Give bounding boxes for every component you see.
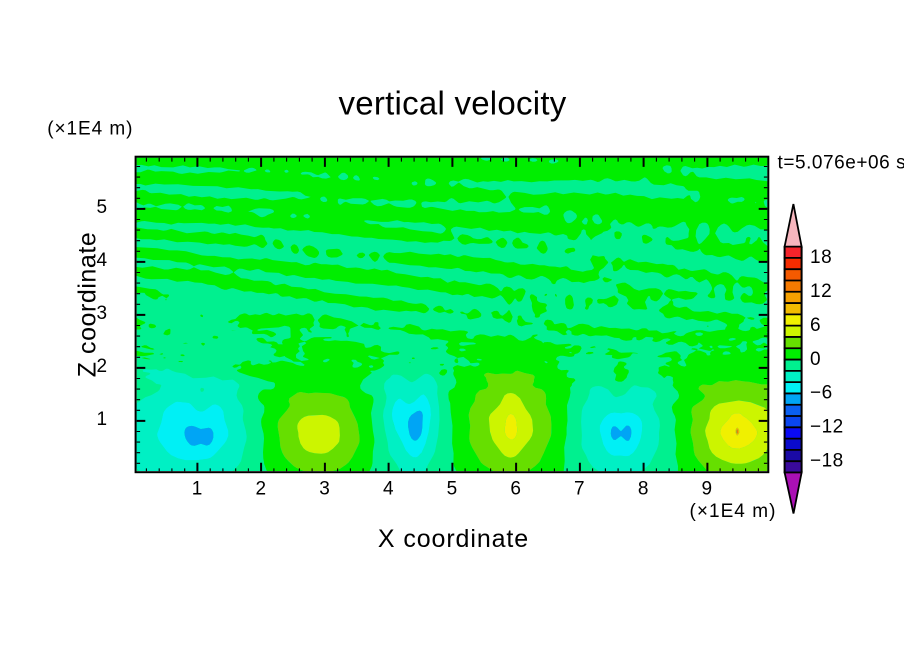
svg-text:8: 8	[638, 479, 649, 500]
svg-text:4: 4	[383, 479, 394, 500]
svg-text:−12: −12	[810, 417, 844, 438]
svg-text:7: 7	[574, 479, 585, 500]
svg-text:Z coordinate: Z coordinate	[74, 232, 102, 378]
svg-text:5: 5	[447, 479, 458, 500]
svg-text:6: 6	[810, 315, 821, 336]
svg-text:1: 1	[192, 479, 203, 500]
svg-text:2: 2	[96, 356, 107, 377]
svg-text:1: 1	[96, 409, 107, 430]
svg-text:12: 12	[810, 281, 832, 302]
svg-text:0: 0	[810, 349, 821, 370]
svg-text:(×1E4 m): (×1E4 m)	[47, 119, 133, 140]
svg-text:2: 2	[255, 479, 266, 500]
svg-text:18: 18	[810, 247, 832, 268]
svg-text:5: 5	[96, 197, 107, 218]
svg-text:X coordinate: X coordinate	[378, 525, 529, 553]
svg-text:6: 6	[510, 479, 521, 500]
svg-text:t=5.076e+06 s: t=5.076e+06 s	[778, 153, 904, 174]
svg-text:4: 4	[96, 250, 107, 271]
svg-text:3: 3	[96, 303, 107, 324]
svg-text:(×1E4 m): (×1E4 m)	[689, 501, 776, 522]
svg-text:−18: −18	[810, 450, 844, 471]
svg-text:vertical velocity: vertical velocity	[339, 85, 567, 122]
svg-text:9: 9	[702, 479, 713, 500]
svg-text:3: 3	[319, 479, 330, 500]
svg-text:−6: −6	[810, 383, 833, 404]
